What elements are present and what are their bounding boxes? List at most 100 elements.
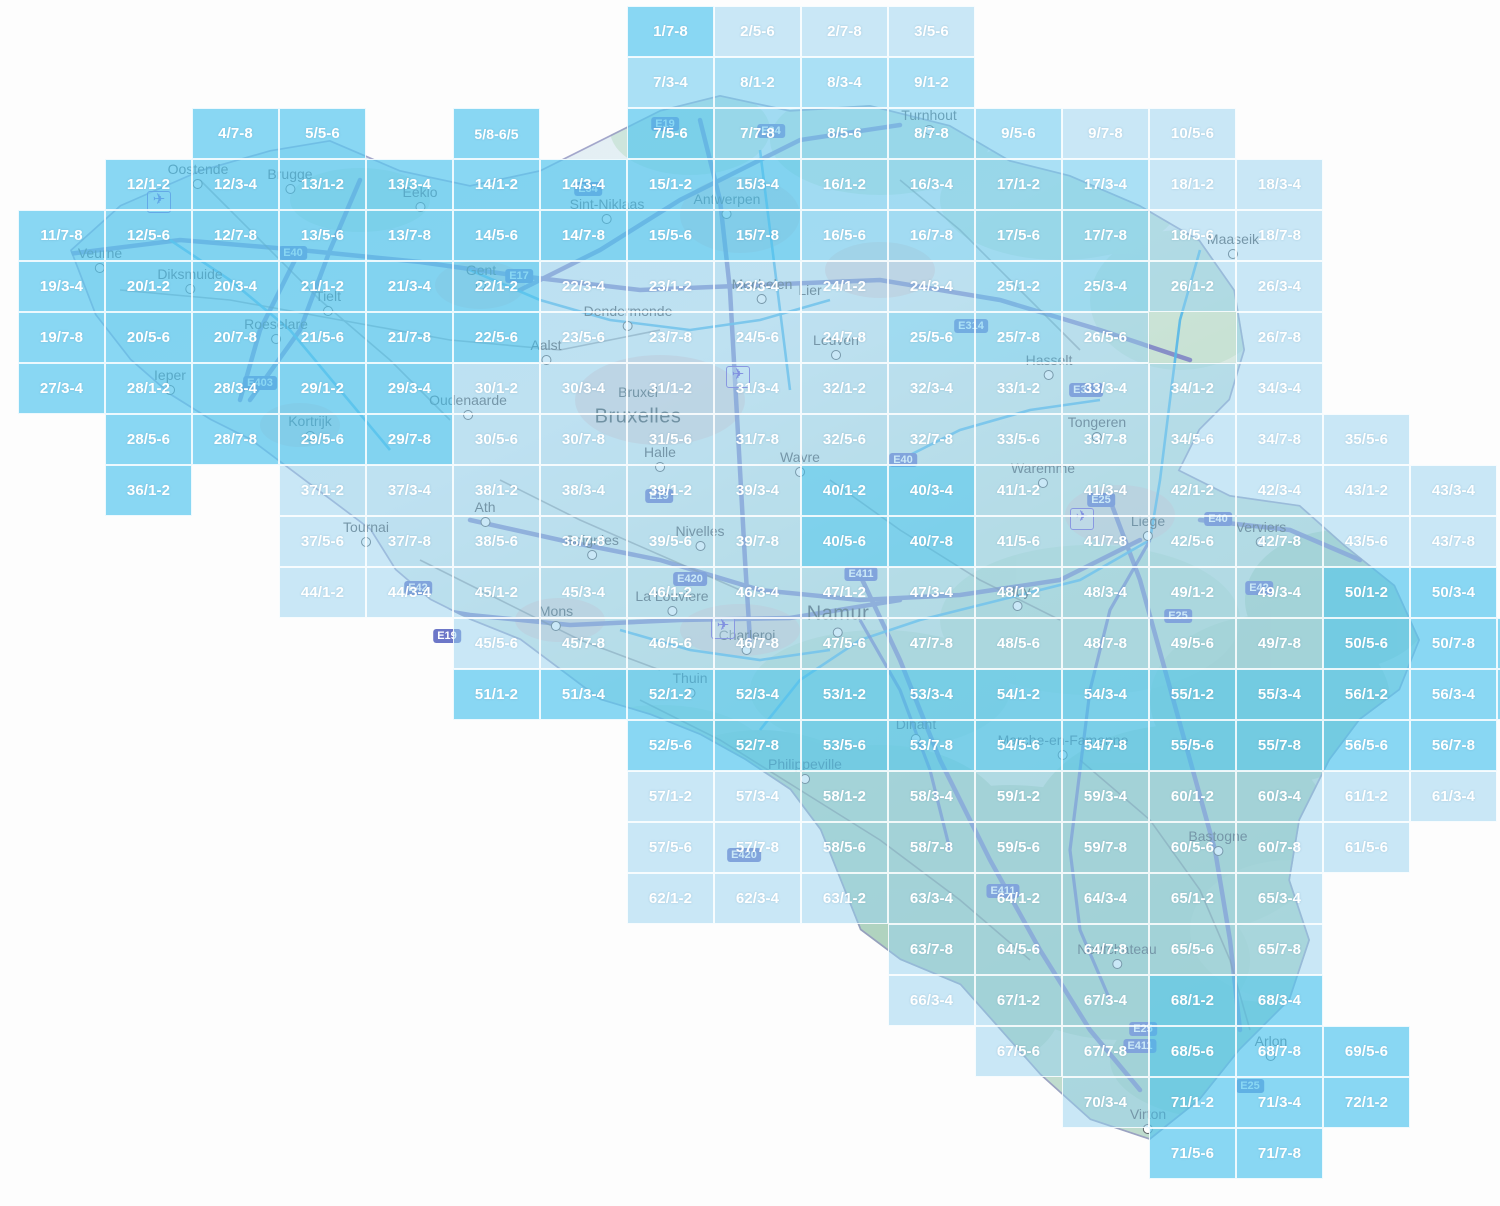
- map-sheet-tile[interactable]: 43/3-4: [1410, 465, 1497, 516]
- map-sheet-tile[interactable]: 17/5-6: [975, 210, 1062, 261]
- map-sheet-tile[interactable]: 29/3-4: [366, 363, 453, 414]
- map-sheet-tile[interactable]: 41/3-4: [1062, 465, 1149, 516]
- map-sheet-tile[interactable]: 1/7-8: [627, 6, 714, 57]
- map-sheet-tile[interactable]: 34/5-6: [1149, 414, 1236, 465]
- map-sheet-tile[interactable]: 15/7-8: [714, 210, 801, 261]
- map-sheet-tile[interactable]: 24/7-8: [801, 312, 888, 363]
- map-sheet-tile[interactable]: 9/5-6: [975, 108, 1062, 159]
- map-sheet-tile[interactable]: 34/3-4: [1236, 363, 1323, 414]
- map-sheet-tile[interactable]: 28/7-8: [192, 414, 279, 465]
- map-sheet-tile[interactable]: 45/1-2: [453, 567, 540, 618]
- map-sheet-tile[interactable]: 21/1-2: [279, 261, 366, 312]
- map-sheet-tile[interactable]: 38/5-6: [453, 516, 540, 567]
- map-sheet-tile[interactable]: 60/7-8: [1236, 822, 1323, 873]
- map-sheet-tile[interactable]: 36/1-2: [105, 465, 192, 516]
- map-sheet-tile[interactable]: 25/3-4: [1062, 261, 1149, 312]
- map-sheet-tile[interactable]: 16/5-6: [801, 210, 888, 261]
- map-sheet-tile[interactable]: 19/3-4: [18, 261, 105, 312]
- map-sheet-tile[interactable]: 50A/5-6: [1497, 618, 1500, 669]
- map-sheet-tile[interactable]: 45/3-4: [540, 567, 627, 618]
- map-sheet-tile[interactable]: 56/5-6: [1323, 720, 1410, 771]
- map-sheet-tile[interactable]: 31/5-6: [627, 414, 714, 465]
- map-sheet-tile[interactable]: 2/5-6: [714, 6, 801, 57]
- map-sheet-tile[interactable]: 33/1-2: [975, 363, 1062, 414]
- map-sheet-tile[interactable]: 42/3-4: [1236, 465, 1323, 516]
- map-sheet-tile[interactable]: 66/3-4: [888, 975, 975, 1026]
- map-sheet-tile[interactable]: 21/3-4: [366, 261, 453, 312]
- map-sheet-tile[interactable]: 40/3-4: [888, 465, 975, 516]
- map-sheet-tile[interactable]: 67/3-4: [1062, 975, 1149, 1026]
- map-sheet-tile[interactable]: 20/7-8: [192, 312, 279, 363]
- map-sheet-tile[interactable]: 16/1-2: [801, 159, 888, 210]
- map-sheet-tile[interactable]: 68/5-6: [1149, 1026, 1236, 1077]
- map-sheet-tile[interactable]: 24/5-6: [714, 312, 801, 363]
- map-sheet-tile[interactable]: 53/1-2: [801, 669, 888, 720]
- map-sheet-tile[interactable]: 56A/1-2: [1497, 669, 1500, 720]
- map-sheet-tile[interactable]: 28/5-6: [105, 414, 192, 465]
- map-sheet-tile[interactable]: 8/7-8: [888, 108, 975, 159]
- map-sheet-tile[interactable]: 71/3-4: [1236, 1077, 1323, 1128]
- map-sheet-tile[interactable]: 8/1-2: [714, 57, 801, 108]
- map-sheet-tile[interactable]: 49/3-4: [1236, 567, 1323, 618]
- map-sheet-tile[interactable]: 61/3-4: [1410, 771, 1497, 822]
- map-sheet-tile[interactable]: 38/1-2: [453, 465, 540, 516]
- map-sheet-tile[interactable]: 26/5-6: [1062, 312, 1149, 363]
- map-sheet-tile[interactable]: 64/3-4: [1062, 873, 1149, 924]
- map-sheet-tile[interactable]: 10/5-6: [1149, 108, 1236, 159]
- map-sheet-tile[interactable]: 41/5-6: [975, 516, 1062, 567]
- map-sheet-tile[interactable]: 32/1-2: [801, 363, 888, 414]
- map-sheet-tile[interactable]: 50/5-6: [1323, 618, 1410, 669]
- map-sheet-tile[interactable]: 56/3-4: [1410, 669, 1497, 720]
- map-sheet-tile[interactable]: 47/5-6: [801, 618, 888, 669]
- map-sheet-tile[interactable]: 65/7-8: [1236, 924, 1323, 975]
- map-sheet-tile[interactable]: 59/5-6: [975, 822, 1062, 873]
- map-sheet-tile[interactable]: 37/3-4: [366, 465, 453, 516]
- map-sheet-tile[interactable]: 52/5-6: [627, 720, 714, 771]
- map-sheet-tile[interactable]: 57/3-4: [714, 771, 801, 822]
- map-sheet-tile[interactable]: 53/5-6: [801, 720, 888, 771]
- map-sheet-tile[interactable]: 46/1-2: [627, 567, 714, 618]
- map-sheet-tile[interactable]: 48/3-4: [1062, 567, 1149, 618]
- map-sheet-tile[interactable]: 42/7-8: [1236, 516, 1323, 567]
- map-sheet-tile[interactable]: 56/7-8: [1410, 720, 1497, 771]
- map-sheet-tile[interactable]: 65/1-2: [1149, 873, 1236, 924]
- map-sheet-tile[interactable]: 34/7-8: [1236, 414, 1323, 465]
- map-sheet-tile[interactable]: 4/7-8: [192, 108, 279, 159]
- map-sheet-tile[interactable]: 50/7-8: [1410, 618, 1497, 669]
- map-sheet-tile[interactable]: 54/7-8: [1062, 720, 1149, 771]
- map-sheet-tile[interactable]: 22/5-6: [453, 312, 540, 363]
- map-sheet-tile[interactable]: 71/7-8: [1236, 1128, 1323, 1179]
- map-sheet-tile[interactable]: 47/1-2: [801, 567, 888, 618]
- map-sheet-tile[interactable]: 21/7-8: [366, 312, 453, 363]
- map-sheet-tile[interactable]: 32/3-4: [888, 363, 975, 414]
- map-sheet-tile[interactable]: 65/3-4: [1236, 873, 1323, 924]
- map-sheet-tile[interactable]: 29/5-6: [279, 414, 366, 465]
- map-sheet-tile[interactable]: 59/7-8: [1062, 822, 1149, 873]
- map-sheet-tile[interactable]: 58/5-6: [801, 822, 888, 873]
- map-sheet-tile[interactable]: 13/7-8: [366, 210, 453, 261]
- map-sheet-tile[interactable]: 45/5-6: [453, 618, 540, 669]
- map-sheet-tile[interactable]: 12/3-4: [192, 159, 279, 210]
- map-sheet-tile[interactable]: 63/3-4: [888, 873, 975, 924]
- map-sheet-tile[interactable]: 15/3-4: [714, 159, 801, 210]
- map-sheet-tile[interactable]: 46/3-4: [714, 567, 801, 618]
- map-sheet-tile[interactable]: 45/7-8: [540, 618, 627, 669]
- map-sheet-tile[interactable]: 72/1-2: [1323, 1077, 1410, 1128]
- map-sheet-tile[interactable]: 29/1-2: [279, 363, 366, 414]
- map-sheet-tile[interactable]: 8/3-4: [801, 57, 888, 108]
- map-sheet-tile[interactable]: 7/5-6: [627, 108, 714, 159]
- map-sheet-tile[interactable]: 47/7-8: [888, 618, 975, 669]
- map-sheet-tile[interactable]: 18/1-2: [1149, 159, 1236, 210]
- map-sheet-tile[interactable]: 55/5-6: [1149, 720, 1236, 771]
- map-sheet-tile[interactable]: 18/3-4: [1236, 159, 1323, 210]
- map-sheet-tile[interactable]: 39/3-4: [714, 465, 801, 516]
- map-sheet-tile[interactable]: 58/7-8: [888, 822, 975, 873]
- map-sheet-tile[interactable]: 47/3-4: [888, 567, 975, 618]
- map-sheet-tile[interactable]: 26/3-4: [1236, 261, 1323, 312]
- map-sheet-tile[interactable]: 27/3-4: [18, 363, 105, 414]
- map-sheet-tile[interactable]: 39/5-6: [627, 516, 714, 567]
- map-sheet-tile[interactable]: 14/5-6: [453, 210, 540, 261]
- map-sheet-tile[interactable]: 5/5-6: [279, 108, 366, 159]
- map-sheet-tile[interactable]: 9/7-8: [1062, 108, 1149, 159]
- map-sheet-tile[interactable]: 48/1-2: [975, 567, 1062, 618]
